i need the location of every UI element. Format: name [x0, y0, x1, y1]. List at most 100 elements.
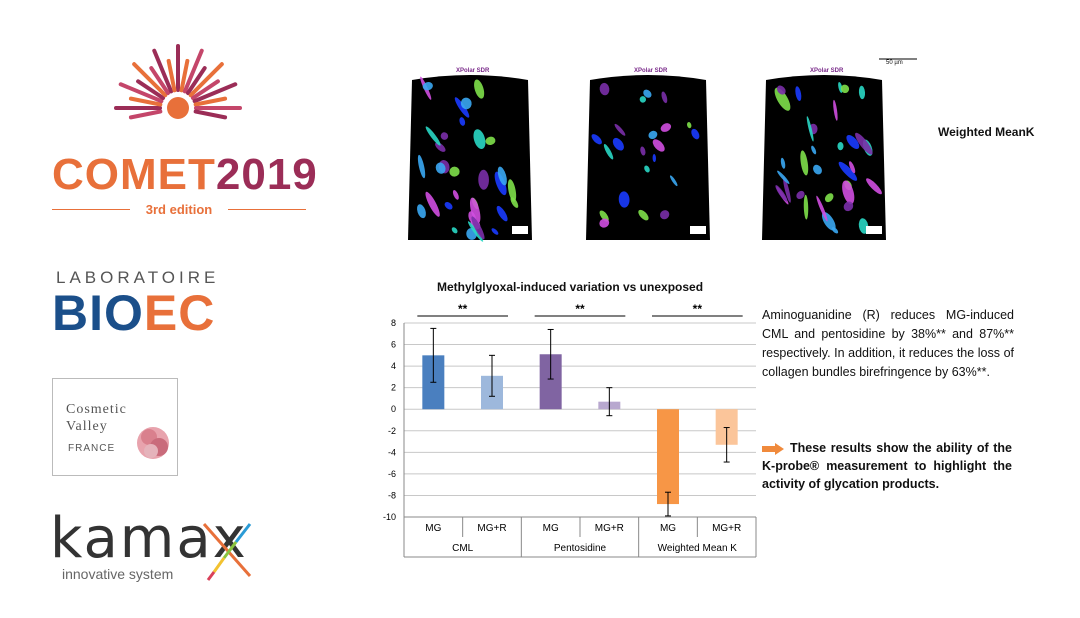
collagen-fiber [833, 99, 838, 121]
significance-label: ** [693, 302, 703, 316]
collagen-fiber [800, 150, 809, 176]
collagen-fiber [849, 161, 856, 174]
sunburst-ray [192, 82, 238, 104]
collagen-fiber [661, 91, 668, 104]
y-tick-label: 6 [391, 340, 396, 350]
collagen-fiber [811, 145, 817, 155]
kamax-logo: kamax [50, 506, 248, 571]
collagen-fiber [843, 201, 854, 212]
collagen-fiber [777, 170, 790, 184]
chart-title: Methylglyoxal-induced variation vs unexp… [436, 280, 704, 294]
collagen-fiber [813, 164, 822, 175]
collagen-fiber [838, 161, 858, 181]
bar [715, 409, 738, 445]
scale-bar [879, 58, 917, 60]
collagen-fiber [775, 185, 788, 202]
kamax-rainbow-x-icon [202, 523, 252, 581]
arrow-right-icon [762, 442, 784, 455]
scale-bar-label: 50 µm [886, 60, 903, 66]
micro-background [762, 75, 886, 240]
collagen-fiber [846, 134, 860, 150]
collagen-fiber [866, 178, 882, 195]
y-tick-label: 8 [391, 318, 396, 328]
micro-image-control [762, 75, 886, 240]
sunburst-ray [149, 66, 170, 96]
collagen-fiber [638, 209, 649, 221]
collagen-fiber [459, 117, 466, 126]
sunburst-ray [193, 96, 228, 107]
group-label: Pentosidine [554, 543, 607, 554]
collagen-fiber [824, 193, 834, 203]
collagen-fiber [780, 157, 786, 169]
edition-line-left [52, 209, 130, 210]
collagen-fiber [478, 169, 489, 190]
rose-icon [137, 427, 169, 459]
collagen-fiber [440, 132, 449, 140]
collagen-fiber [855, 132, 873, 155]
collagen-fiber [471, 216, 485, 240]
collagen-fiber [460, 97, 472, 110]
collagen-fiber [425, 191, 440, 217]
x-category-label: MG [660, 523, 676, 534]
collagen-fiber [644, 165, 650, 173]
x-category-label: MG+R [595, 523, 624, 534]
sunburst-ray [182, 48, 204, 94]
collagen-fiber [691, 128, 700, 140]
y-tick-label: 4 [391, 361, 396, 371]
collagen-fiber [858, 218, 869, 234]
collagen-fiber [614, 123, 626, 136]
collagen-fiber [510, 197, 519, 208]
collagen-fiber [652, 154, 656, 163]
collagen-fiber [417, 154, 426, 179]
collagen-fiber [652, 139, 665, 152]
collagen-fiber [603, 144, 614, 160]
micro-image-mg [408, 75, 532, 242]
x-category-label: MG [543, 523, 559, 534]
collagen-fiber [776, 85, 786, 95]
collagen-fiber [858, 85, 866, 100]
collagen-fiber [449, 166, 460, 177]
edition-line-right [228, 209, 306, 210]
collagen-fiber [435, 162, 446, 174]
y-tick-label: -6 [388, 469, 396, 479]
collagen-fiber [496, 205, 508, 222]
cosmetic-valley-logo [52, 378, 178, 476]
collagen-fiber [485, 136, 496, 146]
collagen-fiber [422, 82, 433, 91]
comet-sunburst-logo [114, 44, 242, 120]
cosmetic-valley-line3: FRANCE [68, 443, 116, 454]
y-tick-label: 2 [391, 383, 396, 393]
collagen-fiber [491, 228, 499, 235]
collagen-fiber [803, 194, 809, 220]
collagen-fiber [591, 134, 602, 145]
description-text: Aminoguanidine (R) reduces MG-induced CM… [762, 308, 1014, 379]
micro-background [586, 75, 710, 240]
y-tick-label: -8 [388, 490, 396, 500]
collagen-fiber [507, 179, 517, 202]
sunburst-ray [128, 96, 163, 107]
collagen-fiber [774, 87, 791, 111]
collagen-fiber [783, 177, 791, 203]
sunburst-ray [132, 62, 168, 98]
comet-logo-title: COMET2019 [52, 150, 318, 199]
collagen-fiber [474, 79, 485, 99]
micro-header-1: XPolar SDR [456, 68, 490, 74]
y-tick-label: -10 [383, 512, 396, 522]
cosmetic-valley-line2: Valley [66, 419, 108, 434]
collagen-fiber [816, 195, 828, 222]
conclusion-text: These results show the ability of the K-… [762, 441, 1012, 491]
collagen-fiber [469, 197, 481, 224]
collagen-fiber [494, 171, 507, 196]
bioec-logo-main: BIOEC [52, 285, 216, 341]
collagen-fiber [660, 210, 670, 220]
weighted-meank-label: Weighted MeanK [938, 125, 1035, 139]
collagen-fiber [639, 96, 646, 103]
significance-label: ** [458, 302, 468, 316]
sunburst-ray [179, 58, 190, 93]
micro-background [408, 75, 532, 240]
micro-image-mgr [586, 75, 710, 240]
bar [539, 354, 562, 410]
collagen-fiber [599, 218, 610, 228]
collagen-fiber [497, 166, 507, 186]
